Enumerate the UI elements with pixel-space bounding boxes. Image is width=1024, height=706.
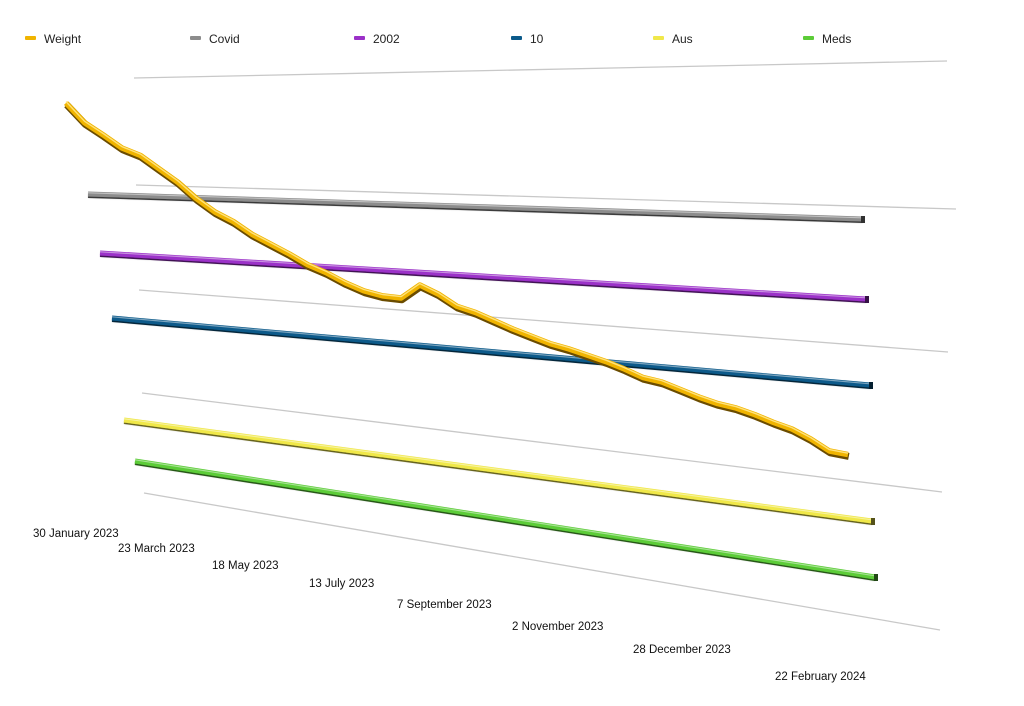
series-10	[112, 317, 873, 389]
weight-line	[66, 103, 848, 455]
x-tick-label: 28 December 2023	[633, 644, 731, 656]
x-tick-label: 22 February 2024	[775, 671, 866, 683]
series-bar	[112, 318, 870, 385]
legend-swatch-covid	[190, 36, 201, 40]
gridline	[134, 61, 947, 78]
legend-swatch-meds	[803, 36, 814, 40]
legend-label-10: 10	[530, 32, 544, 46]
gridline	[136, 185, 956, 209]
legend-label-aus: Aus	[672, 32, 693, 46]
series-bar-end	[865, 296, 869, 303]
x-tick-label: 7 September 2023	[397, 599, 492, 611]
legend-label-meds: Meds	[822, 32, 851, 46]
series-layer	[66, 102, 878, 581]
legend-label-weight: Weight	[44, 32, 82, 46]
series-bar-end	[874, 574, 878, 581]
x-tick-label: 18 May 2023	[212, 560, 279, 572]
series-bar-highlight	[100, 252, 866, 298]
x-tick-label: 13 July 2023	[309, 578, 374, 590]
series-bar-end	[861, 216, 865, 223]
series-bar-highlight	[135, 460, 875, 576]
series-bar	[100, 253, 866, 299]
series-weight	[66, 102, 849, 457]
x-tick-label: 23 March 2023	[118, 543, 195, 555]
legend-swatch-weight	[25, 36, 36, 40]
series-bar-end	[871, 518, 875, 525]
series-bar-highlight	[112, 317, 870, 384]
legend-swatch-2002	[354, 36, 365, 40]
series-bar-end	[869, 382, 873, 389]
legend-label-2002: 2002	[373, 32, 400, 46]
legend-swatch-10	[511, 36, 522, 40]
x-tick-label: 30 January 2023	[33, 528, 119, 540]
weight-line-shadow	[67, 105, 849, 457]
x-axis-ticks: 30 January 2023 23 March 2023 18 May 2023 1…	[33, 528, 866, 683]
legend: Weight Covid 2002 10 Aus Meds	[25, 32, 851, 46]
x-tick-label: 2 November 2023	[512, 621, 603, 633]
legend-label-covid: Covid	[209, 32, 240, 46]
legend-swatch-aus	[653, 36, 664, 40]
chart-canvas: Weight Covid 2002 10 Aus Meds 30 January 2023…	[0, 0, 1024, 706]
series-bar	[124, 420, 872, 521]
